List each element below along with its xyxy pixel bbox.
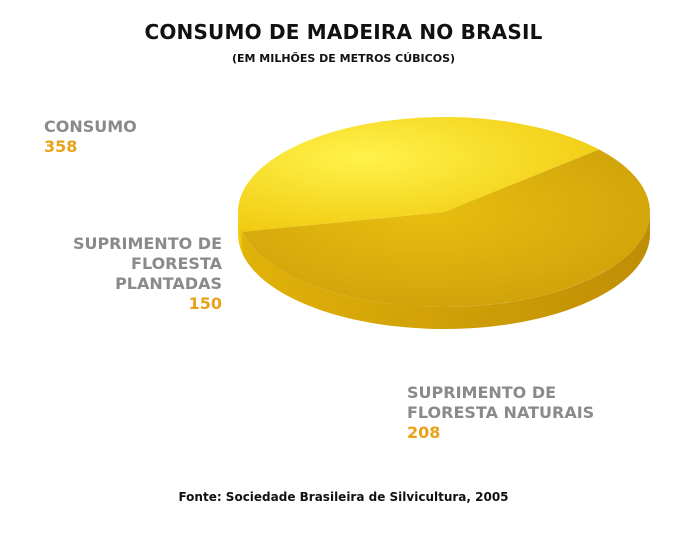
label-floresta-plantadas: SUPRIMENTO DE FLORESTA PLANTADAS 150 bbox=[40, 234, 222, 314]
chart-subtitle: (EM MILHÕES DE METROS CÚBICOS) bbox=[231, 52, 456, 65]
chart-source: Fonte: Sociedade Brasileira de Silvicult… bbox=[178, 490, 509, 504]
slice-plantadas-side bbox=[238, 212, 243, 254]
label-plantadas-line1: SUPRIMENTO DE bbox=[72, 234, 222, 253]
label-plantadas-value: 150 bbox=[188, 294, 222, 313]
label-floresta-naturais: SUPRIMENTO DE FLORESTA NATURAIS 208 bbox=[407, 383, 594, 443]
label-naturais-line1: SUPRIMENTO DE bbox=[407, 383, 557, 402]
label-consumo-text: CONSUMO bbox=[44, 117, 137, 136]
label-consumo-value: 358 bbox=[44, 137, 78, 156]
label-consumo: CONSUMO 358 bbox=[44, 117, 137, 157]
chart-title: CONSUMO DE MADEIRA NO BRASIL bbox=[144, 20, 543, 44]
slice-naturais-side bbox=[242, 212, 650, 330]
label-plantadas-line2: FLORESTA PLANTADAS bbox=[115, 254, 222, 293]
label-naturais-value: 208 bbox=[407, 423, 441, 442]
slice-naturais bbox=[242, 149, 650, 308]
label-naturais-line2: FLORESTA NATURAIS bbox=[407, 403, 595, 422]
slice-plantadas bbox=[237, 117, 600, 232]
